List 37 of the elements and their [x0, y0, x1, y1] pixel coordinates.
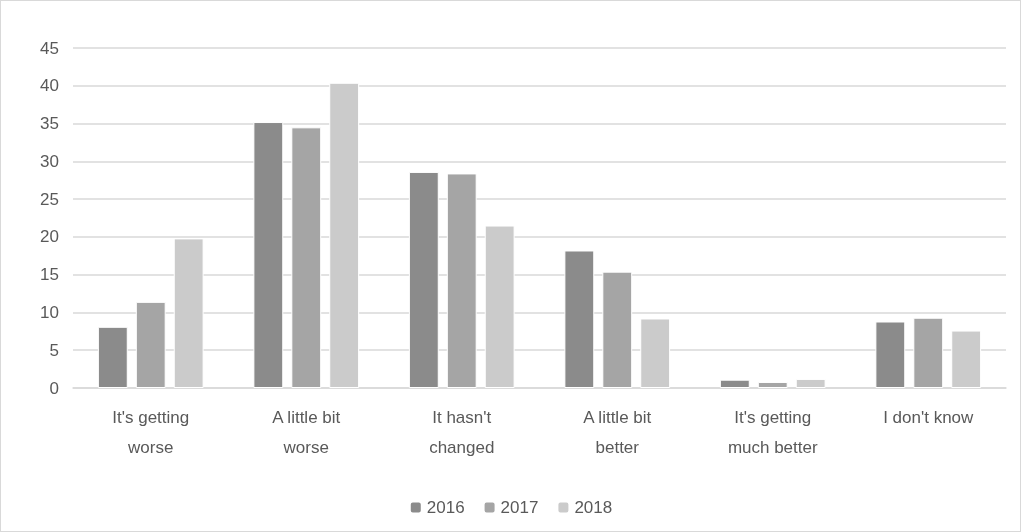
- legend-label: 2016: [426, 498, 465, 517]
- bar: [97, 326, 128, 388]
- bar: [564, 250, 595, 388]
- y-tick-label: 25: [40, 189, 59, 209]
- bar: [253, 122, 284, 388]
- y-tick-label: 40: [40, 76, 59, 96]
- y-tick-label: 45: [40, 38, 59, 58]
- bar: [719, 379, 750, 388]
- x-tick-label: It's getting much better: [727, 407, 818, 457]
- x-tick-label: It hasn't changed: [429, 407, 495, 457]
- legend-label: 2018: [574, 498, 613, 517]
- bar: [135, 301, 166, 388]
- bar: [446, 173, 477, 388]
- bar: [875, 321, 906, 388]
- bar: [951, 330, 982, 388]
- y-tick-label: 10: [40, 302, 59, 322]
- bar: [408, 171, 439, 388]
- x-tick-label: It's getting worse: [112, 407, 190, 457]
- bar: [602, 271, 633, 388]
- x-tick-label: A little bit better: [583, 407, 652, 457]
- y-tick-label: 30: [40, 151, 59, 171]
- bar: [484, 225, 515, 388]
- x-tick-label: A little bit worse: [272, 407, 341, 457]
- bar: [329, 82, 360, 388]
- bar: [795, 378, 826, 388]
- bar: [913, 317, 944, 388]
- x-tick-label: I don't know: [883, 407, 975, 427]
- y-tick-label: 35: [40, 114, 59, 134]
- y-tick-label: 5: [49, 340, 59, 360]
- bar: [291, 127, 322, 388]
- y-tick-label: 0: [49, 378, 59, 398]
- bar: [173, 238, 204, 388]
- y-tick-label: 15: [40, 265, 59, 285]
- bar: [757, 381, 788, 388]
- bar: [640, 318, 671, 388]
- legend-label: 2017: [500, 498, 539, 517]
- y-tick-label: 20: [40, 227, 59, 247]
